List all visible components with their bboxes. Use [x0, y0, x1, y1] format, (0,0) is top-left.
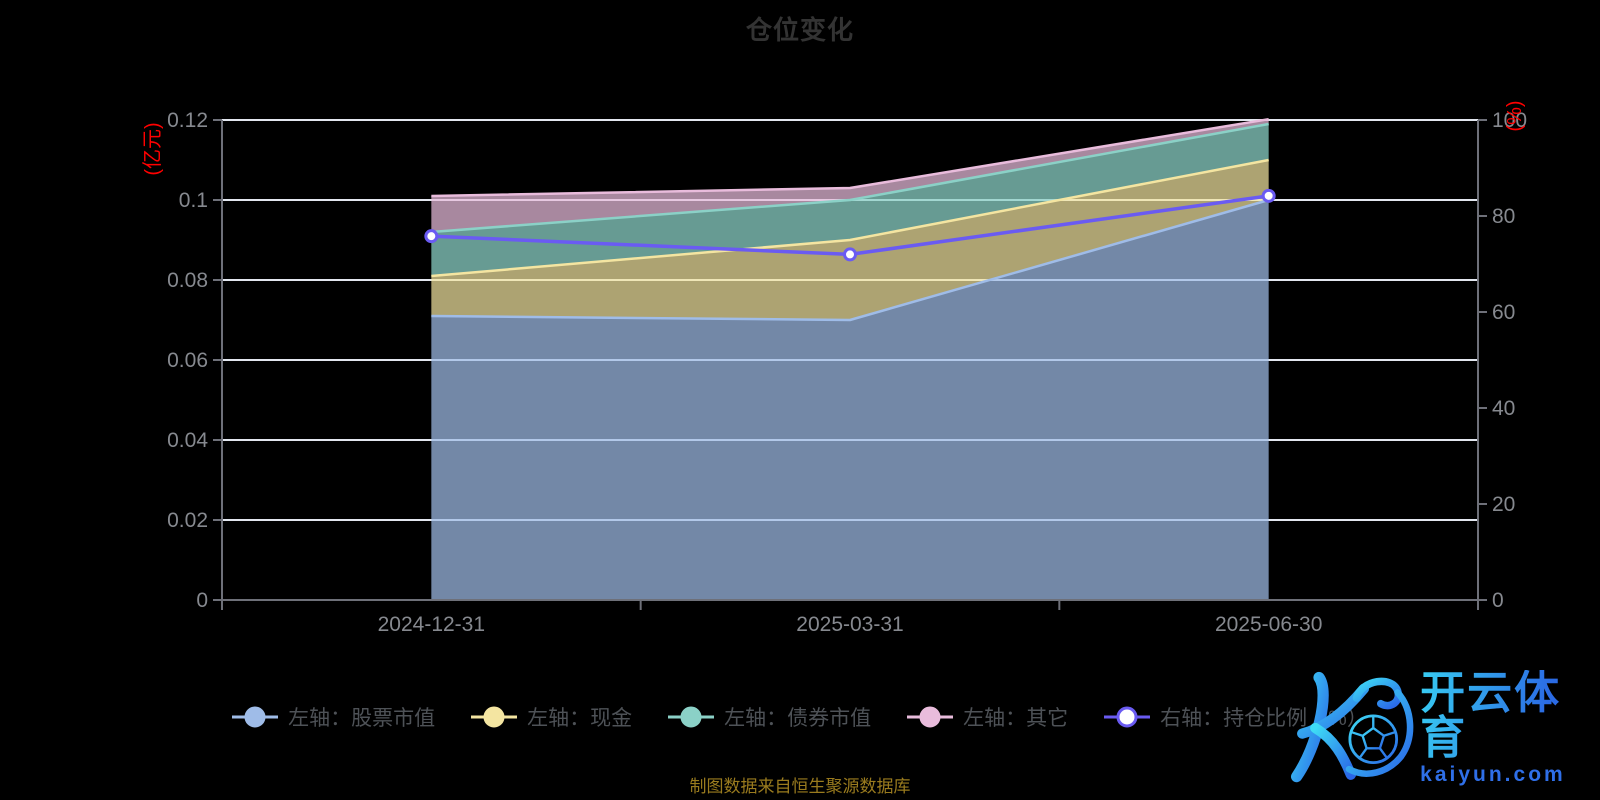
left-axis-label: 0 [196, 589, 208, 612]
bond-legend-marker-icon [668, 706, 715, 728]
cash-legend-marker-icon [471, 706, 518, 728]
area-border-cash [431, 158, 1269, 278]
right-axis-label: 60 [1492, 301, 1515, 324]
kaiyun-domain: kaiyun.com [1420, 762, 1566, 786]
ratio-point [424, 229, 439, 244]
right-axis-label: 80 [1492, 205, 1515, 228]
x-axis-label: 2025-03-31 [796, 613, 903, 636]
legend-item-bond[interactable]: 左轴：债券市值 [668, 702, 871, 732]
ratio-point [1261, 188, 1276, 203]
left-axis-label: 0.02 [167, 509, 208, 532]
legend-label: 左轴：股票市值 [288, 707, 436, 730]
right-axis-label: 40 [1492, 397, 1515, 420]
legend-item-other[interactable]: 左轴：其它 [907, 702, 1068, 732]
area-border-other [431, 117, 1269, 198]
legend-label: 左轴：债券市值 [724, 707, 872, 730]
stock-legend-marker-icon [232, 706, 279, 728]
source-caption: 制图数据来自恒生聚源数据库 [689, 777, 911, 796]
legend-label: 左轴：其它 [963, 707, 1069, 730]
legend-item-stock[interactable]: 左轴：股票市值 [232, 702, 435, 732]
kaiyun-logo-icon [1290, 671, 1414, 783]
left-axis-label: 0.1 [179, 189, 208, 212]
area-border-stock [431, 198, 1270, 322]
area-band-stock [431, 200, 1269, 600]
kaiyun-text: 开云体育 kaiyun.com [1420, 670, 1596, 787]
kaiyun-brand: 开云体育 [1420, 670, 1596, 760]
right-axis-label: 20 [1492, 493, 1515, 516]
left-axis-label: 0.08 [167, 269, 208, 292]
legend-label: 左轴：现金 [527, 707, 633, 730]
ratio-point [843, 247, 857, 262]
ratio-legend-marker-icon [1104, 706, 1151, 728]
area-border-bond [431, 122, 1269, 234]
x-axis-label: 2025-06-30 [1215, 613, 1322, 636]
x-axis-label: 2024-12-31 [378, 613, 485, 636]
area-band-other [431, 119, 1269, 232]
left-axis-label: 0.06 [167, 349, 208, 372]
left-axis-label: 0.12 [167, 109, 208, 132]
kaiyun-watermark: 开云体育 kaiyun.com [1276, 660, 1596, 796]
left-axis-unit: (亿元) [141, 122, 164, 175]
legend-item-cash[interactable]: 左轴：现金 [471, 702, 632, 732]
page-title: 仓位变化 [745, 15, 854, 45]
other-legend-marker-icon [907, 706, 954, 728]
legend: 左轴：股票市值 左轴：现金 左轴：债券市值 左轴：其它 右轴：持仓比例（%） [0, 702, 1600, 732]
right-axis-unit: (%) [1504, 100, 1526, 131]
left-axis-label: 0.04 [167, 429, 208, 452]
right-axis-label: 0 [1492, 589, 1504, 612]
right-axis-label: 100 [1492, 109, 1527, 132]
